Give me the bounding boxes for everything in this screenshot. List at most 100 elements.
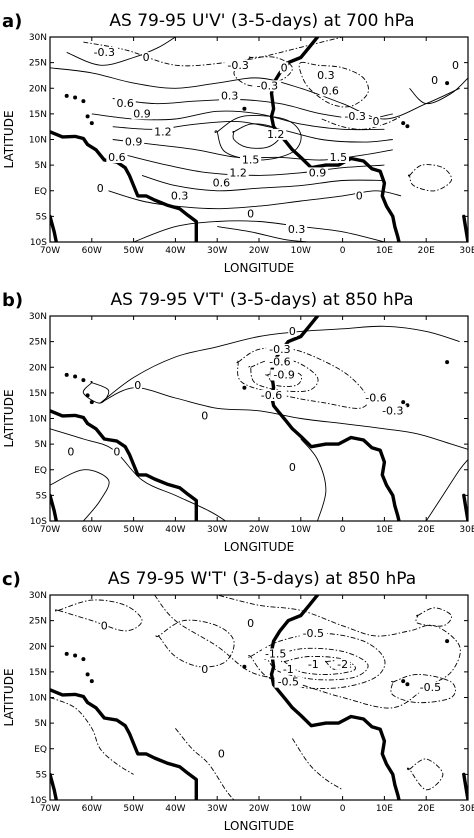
coastline-path <box>50 493 58 521</box>
contour-line <box>66 37 176 66</box>
contour-line <box>232 123 281 149</box>
x-axis-title: LONGITUDE <box>224 819 294 833</box>
island-mark <box>405 682 410 687</box>
contour-label-bg <box>131 108 153 120</box>
contour-label: 0.6 <box>213 177 231 190</box>
x-tick-label: 20E <box>418 246 435 256</box>
panel-letter: a) <box>2 11 22 32</box>
contour-label: 0 <box>289 325 296 338</box>
contour-line <box>50 67 460 120</box>
contour-line <box>292 738 343 791</box>
contour-label-bg <box>379 405 407 417</box>
contour-label: 0.6 <box>321 84 339 97</box>
y-tick-label: 10S <box>30 517 47 527</box>
y-tick-label: 20N <box>29 642 47 652</box>
island-mark <box>85 393 90 398</box>
contour-label-bg <box>152 126 174 138</box>
contour-label-bg <box>286 223 308 235</box>
coastline-path <box>50 772 58 800</box>
x-tick-label: 10W <box>291 246 311 256</box>
y-tick-label: 5N <box>35 440 47 450</box>
contour-label-bg <box>227 167 249 179</box>
contour-label: 0 <box>247 207 254 220</box>
contour-label: -0.3 <box>257 79 278 92</box>
y-tick-label: 15N <box>29 389 47 399</box>
contour-line <box>281 655 356 675</box>
x-tick-label: 30E <box>459 525 474 535</box>
island-mark <box>73 374 78 379</box>
plot-area <box>50 595 468 800</box>
x-axis-title: LONGITUDE <box>224 540 294 554</box>
contour-label-bg <box>133 379 142 391</box>
contour-label: 0 <box>201 663 208 676</box>
contour-label: 0 <box>201 410 208 423</box>
contour-label-bg <box>355 190 364 202</box>
contour-label: 0 <box>247 617 254 630</box>
contour-label-bg <box>270 369 298 381</box>
contour-label-bg <box>288 325 297 337</box>
contour-label-bg <box>279 62 289 74</box>
y-tick-label: EQ <box>34 745 47 755</box>
contour-label: -0.6 <box>365 392 386 405</box>
x-tick-label: 20E <box>418 525 435 535</box>
coastlines <box>50 316 468 521</box>
chart-svg-a: -0.3 0-0.3 0-0.30.30.3 0.60.90.61.20.90.61.… <box>2 11 474 275</box>
x-tick-label: 10E <box>376 804 393 814</box>
contour-line <box>248 358 319 393</box>
coastline-path <box>462 493 468 521</box>
island-mark <box>242 664 247 669</box>
contour-label: 0 <box>97 182 104 195</box>
chart-title: AS 79-95 W'T' (3-5-days) at 850 hPa <box>108 569 416 589</box>
plot-frame <box>49 594 469 801</box>
y-tick-label: 25N <box>29 617 47 627</box>
island-mark <box>81 378 86 383</box>
x-tick-label: 40W <box>165 804 185 814</box>
contour-label: -0.3 <box>227 59 248 72</box>
island-mark <box>81 657 86 662</box>
contour-line <box>82 381 110 404</box>
contour-line <box>415 607 453 627</box>
contour-label-bg <box>266 343 294 355</box>
contour-label: -0.5 <box>420 681 441 694</box>
x-tick-label: 20W <box>249 246 269 256</box>
x-tick-label: 50W <box>123 804 143 814</box>
contour-line <box>425 459 468 521</box>
contour-label: 0.3 <box>221 90 239 103</box>
contour-line <box>50 428 226 521</box>
contour-line <box>125 154 385 176</box>
contour-line <box>100 387 468 450</box>
x-tick-label: 70W <box>40 525 60 535</box>
contour-label-bg <box>266 356 294 368</box>
panel-letter: b) <box>2 290 23 311</box>
contour-label-bg <box>123 136 145 148</box>
y-tick-label: 20N <box>29 363 47 373</box>
contour-line <box>298 61 369 108</box>
contour-label-bg <box>114 98 136 110</box>
contour-label-bg <box>430 75 439 87</box>
x-tick-label: 0 <box>340 246 346 256</box>
coastline-path <box>462 214 468 242</box>
island-mark <box>242 106 247 111</box>
contour-line <box>406 758 444 791</box>
contour-label: 1.2 <box>229 166 247 179</box>
coastline-path <box>269 595 401 800</box>
y-tick-label: 5N <box>35 719 47 729</box>
x-tick-label: 0 <box>340 804 346 814</box>
contour-label: 0 <box>431 74 438 87</box>
x-tick-label: 20W <box>249 804 269 814</box>
contour-label-bg <box>261 648 290 660</box>
contour-label: 0.3 <box>317 69 335 82</box>
x-tick-label: 0 <box>340 525 346 535</box>
contour-label-bg <box>416 681 445 693</box>
x-tick-label: 10E <box>376 246 393 256</box>
contour-line <box>133 220 385 242</box>
plot-area <box>50 316 468 521</box>
island-mark <box>401 121 406 126</box>
contour-label-bg <box>246 208 255 220</box>
y-tick-label: 30N <box>29 33 47 43</box>
contour-line <box>217 226 310 242</box>
y-tick-label: 30N <box>29 591 47 601</box>
